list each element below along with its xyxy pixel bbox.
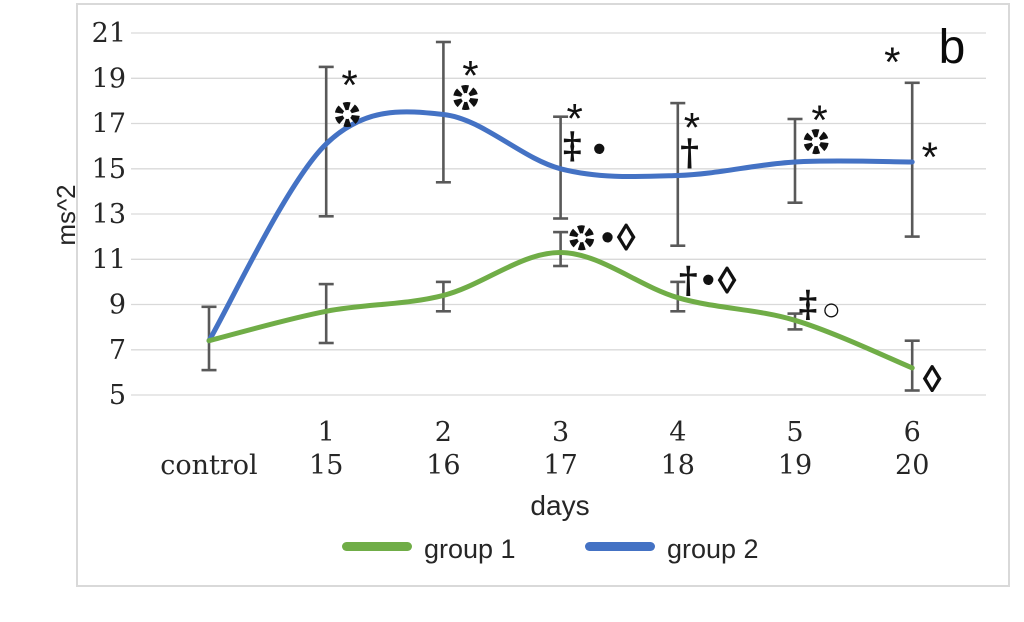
annotation-double-dagger: ‡ [798,284,817,326]
annotation-bullet: • [702,260,715,302]
y-tick-label: 9 [109,290,126,321]
annotation-pinwheel-icon [803,129,829,155]
series-line-group-2 [206,109,915,344]
panel-label: b [939,21,966,74]
x-tick-label-top: 1 [318,417,335,448]
y-tick-label: 7 [109,335,126,366]
legend: group 1 group 2 [342,534,759,564]
x-tick-label-top: 5 [786,417,803,448]
y-tick-label: 17 [92,109,126,140]
x-tick-label-bottom: 17 [543,450,577,481]
annotation-pinwheel-icon [569,225,595,251]
x-tick-label-bottom: 20 [895,450,929,481]
legend-swatch-group-2 [585,542,655,551]
x-tick-label-bottom: control [160,450,257,481]
y-tick-label: 19 [92,63,126,94]
annotation-circle: ○ [822,291,841,327]
x-tick-label-top: 2 [435,417,452,448]
annotation-bullet: • [593,129,606,171]
x-tick-label-bottom: 16 [426,450,460,481]
x-tick-label-top: 4 [669,417,686,448]
annotation-asterisk: * [684,104,700,151]
legend-label-group-1: group 1 [424,534,516,564]
annotation-asterisk: * [884,39,900,86]
annotation-lozenge: ◊ [718,261,737,303]
y-tick-label: 21 [92,18,126,49]
y-tick-label: 13 [92,199,126,230]
legend-label-group-2: group 2 [667,534,759,564]
x-tick-label-top: 3 [552,417,569,448]
legend-swatch-group-1 [342,542,412,551]
gridlines [131,32,986,396]
x-tick-label-bottom: 19 [778,450,812,481]
y-axis-tick-labels: 21 19 17 15 13 11 9 7 5 [92,18,126,411]
annotation-asterisk: * [567,95,583,142]
annotation-pinwheel-icon [453,85,479,110]
annotation-lozenge: ◊ [617,218,636,260]
annotation-dagger: † [680,132,699,174]
x-axis-title: days [530,490,589,521]
y-tick-label: 5 [109,380,126,411]
annotation-asterisk: * [341,61,357,108]
y-tick-label: 15 [92,154,126,185]
annotation-bullet: • [601,217,614,259]
annotation-asterisk: * [922,134,938,181]
x-tick-label-bottom: 15 [309,450,343,481]
series-line-group-1 [206,249,915,371]
series-lines [206,109,915,371]
annotation-dagger: † [679,260,698,302]
annotation-pinwheel-icon [334,102,360,127]
x-axis-tick-labels: control 115 216 317 418 519 620 [160,417,929,481]
y-axis-title: ms^2 [51,184,81,245]
y-tick-label: 11 [92,244,126,275]
annotation-lozenge: ◊ [923,359,942,401]
x-tick-label-top: 6 [904,417,921,448]
annotation-double-dagger: ‡ [563,125,582,167]
x-tick-label-bottom: 18 [661,450,695,481]
annotations: * **‡ •• ◊*†† • ◊*‡ ○**◊ [334,39,942,401]
